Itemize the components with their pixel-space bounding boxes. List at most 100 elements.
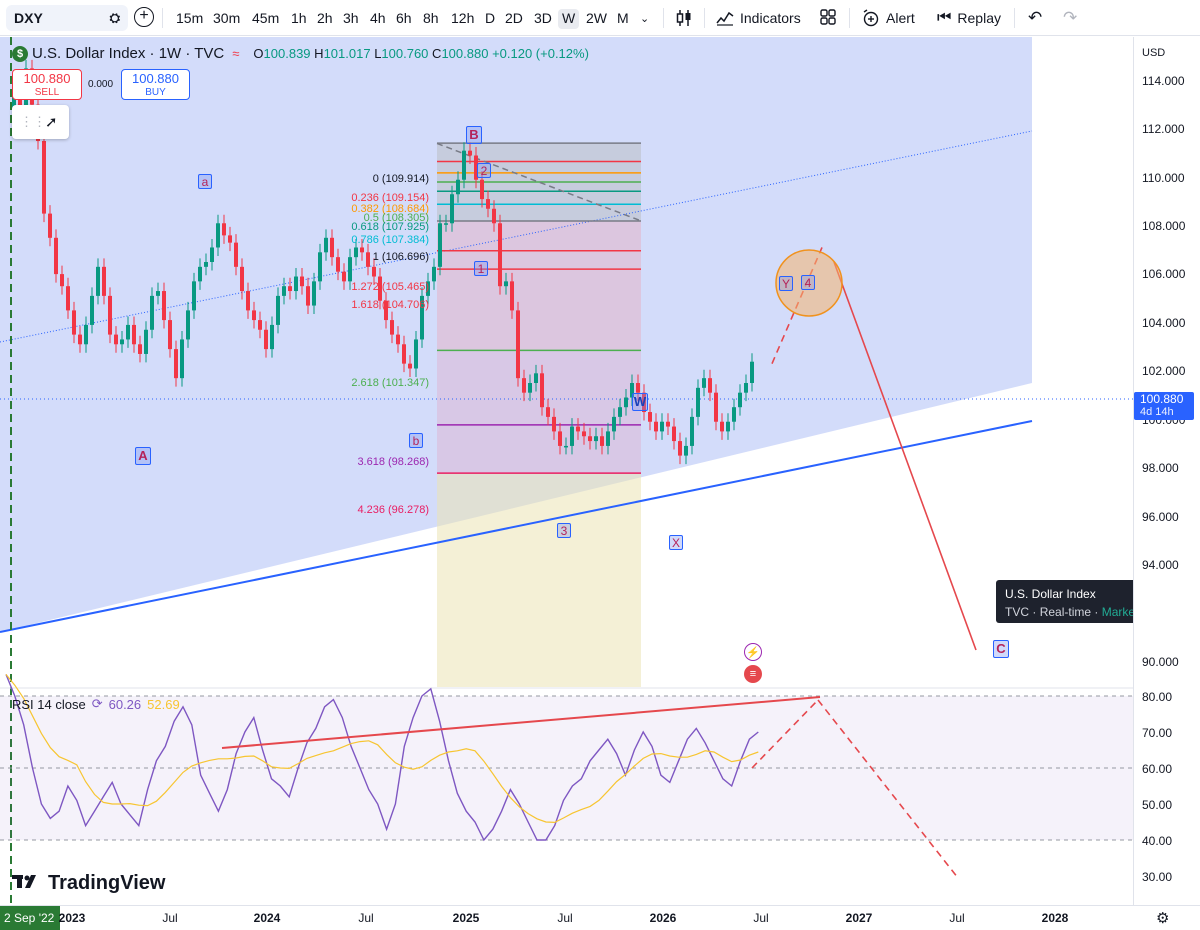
bar-countdown: 4d 14h: [1140, 406, 1174, 418]
candle-body: [372, 266, 376, 277]
timeframe-2h[interactable]: 2h: [317, 10, 333, 26]
fib-trend-line: [436, 142, 642, 222]
timeframe-6h[interactable]: 6h: [396, 10, 412, 26]
timeframe-m[interactable]: M: [617, 10, 629, 26]
candle-body: [66, 286, 70, 311]
candle-body: [726, 421, 730, 432]
timeframe-3d[interactable]: 3D: [534, 10, 552, 26]
chart-pane[interactable]: [0, 37, 1133, 905]
price-tick: 102.000: [1142, 364, 1186, 378]
candle-body: [306, 286, 310, 306]
layout-icon: [820, 9, 836, 25]
wave-label-w3[interactable]: 3: [557, 523, 571, 538]
high-label: H: [314, 46, 324, 61]
buy-button[interactable]: 100.880 BUY: [121, 69, 190, 100]
symbol-search[interactable]: DXY ⛭: [6, 5, 128, 31]
candle-body: [198, 266, 202, 282]
wave-label-A[interactable]: A: [135, 447, 151, 465]
refresh-icon[interactable]: ⟳: [91, 696, 103, 711]
wave-label-B[interactable]: B: [466, 126, 482, 144]
timeframe-dropdown-icon[interactable]: ⌄: [640, 13, 650, 25]
alert-button[interactable]: Alert: [862, 9, 915, 27]
wave-label-b[interactable]: b: [409, 433, 423, 448]
timeframe-4h[interactable]: 4h: [370, 10, 386, 26]
candle-body: [666, 421, 670, 427]
sell-button[interactable]: 100.880 SELL: [12, 69, 82, 100]
wave-label-C[interactable]: C: [993, 640, 1009, 658]
compare-symbol-icon[interactable]: +: [134, 7, 154, 27]
wave-label-w4[interactable]: 4: [801, 275, 815, 290]
tradingview-logo[interactable]: TradingView: [12, 872, 165, 895]
layout-button[interactable]: [820, 9, 836, 25]
time-tick: Jul: [557, 911, 573, 925]
candle-body: [264, 329, 268, 350]
price-chart-canvas[interactable]: [0, 37, 1133, 905]
time-axis[interactable]: 2 Sep '22 ⚙ 2023 Jul 2024 Jul 2025 Jul 2026 Jul…: [0, 905, 1200, 930]
price-tick: 110.000: [1142, 171, 1185, 185]
candle-body: [120, 339, 124, 345]
drag-handle-icon[interactable]: ⋮⋮: [20, 114, 46, 129]
candle-body: [594, 436, 598, 442]
candle-body: [342, 271, 346, 282]
candle-body: [678, 441, 682, 456]
tradingview-mark-icon: [12, 873, 42, 895]
timeframe-d[interactable]: D: [485, 10, 496, 26]
symbol-menu-icon[interactable]: ⛭: [109, 10, 120, 25]
symbol-label: DXY: [14, 10, 43, 26]
lightning-event-icon[interactable]: ⚡: [744, 643, 762, 661]
wave-label-a[interactable]: a: [198, 174, 212, 189]
indicators-button[interactable]: Indicators: [716, 9, 801, 27]
candle-body: [630, 383, 634, 398]
currency-label[interactable]: USD: [1142, 47, 1166, 59]
rsi-projection-up: [751, 699, 819, 769]
replay-button[interactable]: ⏮ Replay: [937, 9, 1001, 27]
candle-body: [216, 223, 220, 248]
timeframe-12h[interactable]: 12h: [451, 10, 475, 26]
timeframe-2w[interactable]: 2W: [586, 10, 607, 26]
wave-label-w1[interactable]: 1: [474, 261, 488, 276]
redo-icon[interactable]: ↷: [1063, 8, 1078, 27]
time-tick: Jul: [949, 911, 965, 925]
low-label: L: [374, 46, 382, 61]
candle-body: [108, 295, 112, 335]
price-tick: 106.000: [1142, 267, 1186, 281]
sell-price: 100.880: [23, 71, 71, 86]
candle-body: [504, 281, 508, 287]
candle-body: [570, 426, 574, 446]
fib-level-label: 0.382 (108.684): [351, 203, 429, 215]
undo-icon[interactable]: ↶: [1028, 8, 1043, 27]
timeframe-45m[interactable]: 45m: [252, 10, 280, 26]
wave-label-W[interactable]: W: [632, 393, 648, 411]
cursor-tool-widget[interactable]: ⋮⋮ ➚: [12, 105, 69, 139]
wave-label-X[interactable]: X: [669, 535, 683, 550]
timeframe-8h[interactable]: 8h: [423, 10, 439, 26]
alert-label: Alert: [886, 10, 915, 26]
candle-body: [690, 416, 694, 446]
timeframe-30m[interactable]: 30m: [213, 10, 241, 26]
timeframe-1h[interactable]: 1h: [291, 10, 307, 26]
chart-type-candles-icon[interactable]: [676, 9, 692, 27]
cursor-arrow-icon[interactable]: ➚: [45, 114, 58, 131]
wave-label-w2[interactable]: 2: [477, 163, 491, 178]
toolbar-divider: [162, 8, 163, 28]
price-axis[interactable]: 90.000 94.000 96.000 98.000 100.000 102.000 10…: [1133, 37, 1200, 905]
fib-level-label: 0.236 (109.154): [351, 192, 429, 204]
candle-body: [636, 383, 640, 393]
fib-level-label: 4.236 (96.278): [357, 504, 429, 516]
candle-body: [378, 276, 382, 301]
timeframe-3h[interactable]: 3h: [343, 10, 359, 26]
us-flag-event-icon[interactable]: ≡: [744, 665, 762, 683]
wave-label-Y[interactable]: Y: [779, 276, 793, 291]
indicator-wave-icon[interactable]: ≈: [232, 46, 240, 61]
candle-body: [408, 363, 412, 369]
candle-body: [300, 276, 304, 287]
timeframe-2d[interactable]: 2D: [505, 10, 523, 26]
timeframe-15m[interactable]: 15m: [176, 10, 204, 26]
candle-body: [600, 436, 604, 446]
candle-body: [252, 310, 256, 321]
candle-body: [210, 247, 214, 262]
candle-body: [648, 412, 652, 422]
timeframe-w[interactable]: W: [558, 9, 580, 29]
settings-icon[interactable]: ⚙: [1156, 910, 1170, 927]
indicators-icon: [716, 11, 734, 26]
